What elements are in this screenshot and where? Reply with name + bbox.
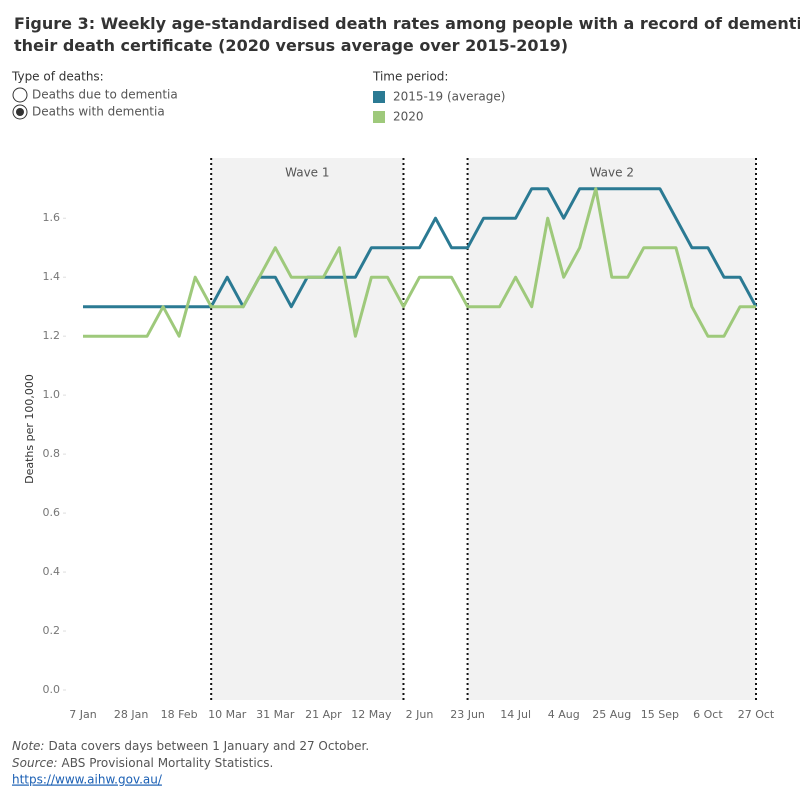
x-tick-label: 15 Sep — [641, 708, 679, 721]
y-tick-label: 1.6 — [43, 211, 61, 224]
note-text: ABS Provisional Mortality Statistics. — [62, 756, 274, 770]
x-tick-label: 10 Mar — [208, 708, 247, 721]
y-tick-label: 0.8 — [43, 447, 61, 460]
x-tick-label: 23 Jun — [450, 708, 485, 721]
x-tick-label: 7 Jan — [69, 708, 96, 721]
radio-dot — [16, 108, 24, 116]
source-link[interactable]: https://www.aihw.gov.au/ — [12, 773, 163, 787]
y-tick-label: 0.4 — [43, 565, 61, 578]
radio-label: Deaths with dementia — [32, 105, 165, 119]
wave-band — [467, 158, 756, 700]
x-tick-label: 2 Jun — [406, 708, 434, 721]
note: Source: ABS Provisional Mortality Statist… — [12, 756, 273, 770]
x-tick-label: 28 Jan — [114, 708, 148, 721]
x-tick-label: 18 Feb — [161, 708, 198, 721]
x-tick-label: 31 Mar — [256, 708, 295, 721]
note-label: Note: — [12, 739, 44, 753]
y-tick-label: 1.0 — [43, 388, 61, 401]
radio-label: Deaths due to dementia — [32, 88, 178, 102]
y-tick-label: 0.0 — [43, 683, 61, 696]
chart-title: Figure 3: Weekly age-standardised death … — [14, 14, 800, 55]
legend-label: 2020 — [393, 110, 424, 124]
x-tick-label: 25 Aug — [592, 708, 631, 721]
legend-swatch — [373, 91, 385, 103]
note-label: Source: — [12, 756, 58, 770]
x-tick-label: 14 Jul — [500, 708, 531, 721]
series-line — [83, 187, 758, 309]
legend-swatch — [373, 111, 385, 123]
wave-label: Wave 2 — [590, 166, 634, 180]
x-tick-label: 12 May — [351, 708, 392, 721]
y-tick-label: 1.2 — [43, 329, 61, 342]
y-tick-label: 0.6 — [43, 506, 61, 519]
y-tick-label: 1.4 — [43, 270, 61, 283]
note-text: Data covers days between 1 January and 2… — [48, 739, 369, 753]
y-axis-label: Deaths per 100,000 — [23, 374, 36, 484]
y-tick-label: 0.2 — [43, 624, 61, 637]
x-tick-label: 6 Oct — [693, 708, 723, 721]
radio-option[interactable]: Deaths due to dementia — [12, 87, 178, 103]
x-tick-label: 4 Aug — [548, 708, 580, 721]
note: Note: Data covers days between 1 January … — [12, 739, 369, 753]
x-tick-label: 21 Apr — [305, 708, 342, 721]
legend-title: Time period: — [372, 70, 448, 84]
wave-label: Wave 1 — [285, 166, 329, 180]
legend-label: 2015-19 (average) — [393, 90, 505, 104]
series-line — [83, 187, 756, 338]
radio-option[interactable]: Deaths with dementia — [12, 104, 165, 120]
wave-band — [211, 158, 404, 700]
x-tick-label: 27 Oct — [738, 708, 775, 721]
filter-label: Type of deaths: — [11, 70, 104, 84]
radio-button[interactable] — [12, 87, 28, 103]
